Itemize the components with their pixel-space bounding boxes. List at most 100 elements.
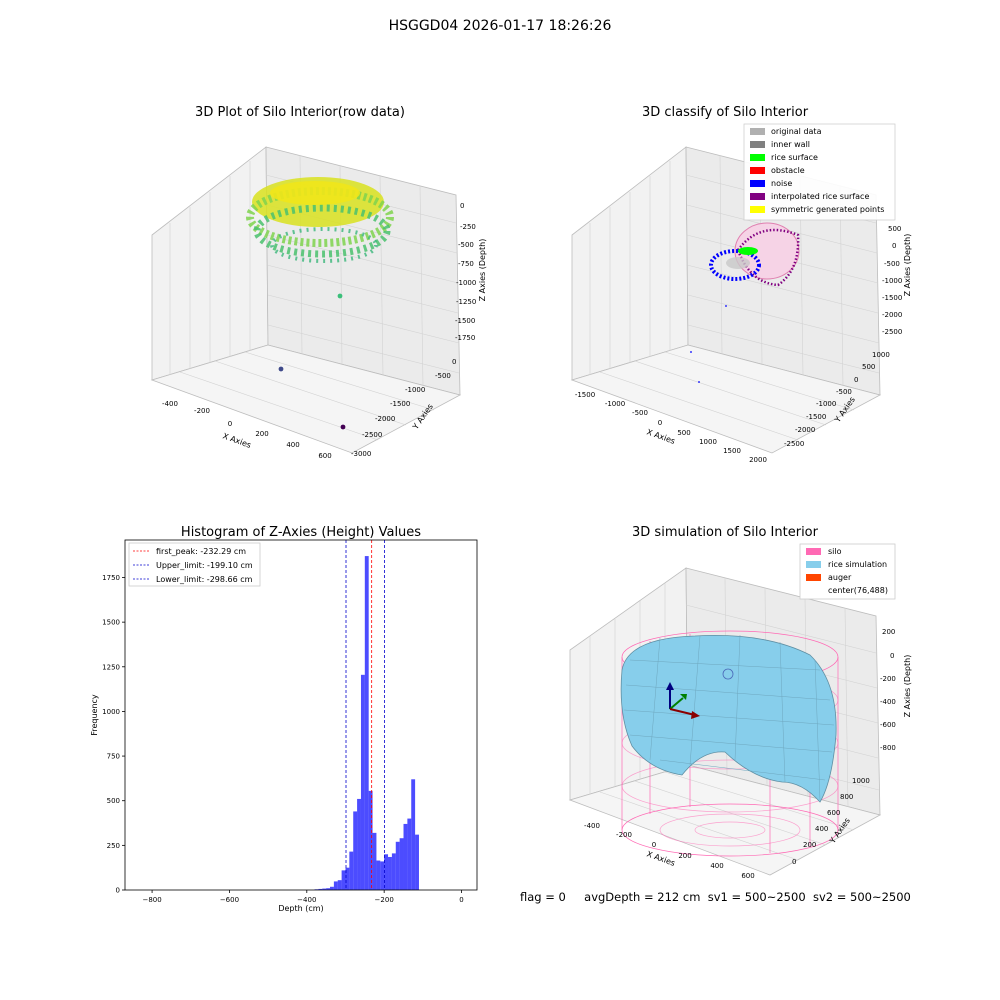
y-tick-label: -1500 — [390, 400, 410, 408]
histogram-bar — [388, 856, 392, 890]
z-tick-label: -500 — [458, 241, 474, 249]
flag-text: flag = 0 — [520, 890, 566, 904]
histogram-bar — [399, 838, 404, 890]
y-tick-label: -2000 — [375, 415, 395, 423]
legend-swatch — [750, 128, 765, 135]
y-tick-label: 600 — [827, 809, 840, 817]
y-tick-label: 0 — [116, 887, 120, 895]
z-tick-label: 500 — [888, 225, 901, 233]
x-tick-label: -400 — [584, 822, 600, 830]
sv1-text: sv1 = 500~2500 — [707, 890, 806, 904]
legend-label: silo — [828, 547, 842, 556]
histogram-title: Histogram of Z-Axies (Height) Values — [181, 525, 421, 540]
x-tick-label: 0 — [459, 896, 463, 904]
histogram-bar — [337, 880, 342, 890]
z-axis-label: Z Axies (Depth) — [478, 239, 487, 302]
y-tick-label: 1500 — [102, 619, 120, 627]
y-axis-label: Frequency — [90, 694, 99, 736]
legend-swatch — [806, 548, 821, 555]
z-tick-label: -800 — [880, 744, 896, 752]
z-tick-label: -1750 — [455, 334, 475, 342]
auger-marker — [722, 668, 734, 680]
x-tick-label: -1500 — [575, 391, 595, 399]
legend-label: Upper_limit: -199.10 cm — [156, 561, 253, 570]
x-tick-label: 200 — [255, 430, 268, 438]
auger-axes-icon — [666, 682, 700, 719]
legend-label: rice simulation — [828, 560, 887, 569]
legend-swatch — [750, 206, 765, 213]
y-tick-label: 750 — [107, 753, 120, 761]
legend-label: auger — [828, 573, 852, 582]
panel-simulation-3d: 3D simulation of Silo Interior — [568, 525, 912, 880]
histogram-bar — [411, 779, 416, 890]
histogram-bar — [384, 854, 389, 890]
y-tick-label: 0 — [792, 858, 796, 866]
z-tick-label: -1500 — [455, 317, 475, 325]
x-tick-label: −200 — [375, 896, 394, 904]
x-tick-label: 0 — [652, 841, 656, 849]
x-tick-label: 500 — [677, 429, 690, 437]
outlier-point — [340, 424, 346, 430]
z-tick-label: -750 — [458, 260, 474, 268]
x-tick-label: 400 — [710, 862, 723, 870]
y-tick-label: -1000 — [405, 386, 425, 394]
z-axis-label: Z Axies (Depth) — [903, 234, 912, 297]
y-tick-label: 800 — [840, 793, 853, 801]
classified-point-cloud — [690, 222, 800, 383]
histogram-bar — [357, 798, 361, 890]
histogram-bar — [395, 841, 400, 890]
histogram-bar — [372, 832, 377, 890]
legend-swatch — [750, 167, 765, 174]
x-tick-label: 400 — [286, 441, 299, 449]
y-tick-label: -3000 — [351, 450, 371, 458]
x-tick-label: -500 — [632, 409, 648, 417]
status-footer: flag = 0 avgDepth = 212 cm sv1 = 500~250… — [520, 890, 911, 904]
z-tick-label: -600 — [880, 721, 896, 729]
x-tick-label: −400 — [297, 896, 316, 904]
z-tick-label: 0 — [892, 242, 896, 250]
panel-raw-title: 3D Plot of Silo Interior(row data) — [195, 105, 405, 120]
z-tick-label: -1500 — [882, 294, 902, 302]
panel-raw-3d: 3D Plot of Silo Interior(row data) -400 … — [150, 105, 487, 460]
z-tick-label: -400 — [880, 698, 896, 706]
histogram-bar — [333, 881, 338, 890]
legend: silo rice simulation auger center(76,488… — [799, 543, 896, 600]
y-tick-label: 1000 — [852, 777, 870, 785]
histogram-frame — [124, 539, 478, 891]
simulation-title: 3D simulation of Silo Interior — [632, 525, 819, 540]
legend-label: center(76,488) — [828, 586, 888, 595]
legend-label: symmetric generated points — [771, 205, 884, 214]
z-tick-label: -1000 — [456, 279, 476, 287]
y-tick-label: 0 — [452, 358, 456, 366]
legend-label: rice surface — [771, 153, 818, 162]
z-tick-label: -1000 — [882, 277, 902, 285]
rice-simulation-surface — [620, 634, 837, 803]
x-axis-label: X Axies — [645, 427, 676, 446]
legend-label: obstacle — [771, 166, 805, 175]
histogram-bar — [364, 556, 369, 890]
histogram-bar — [341, 870, 346, 890]
panel-classify-title: 3D classify of Silo Interior — [642, 105, 809, 120]
x-tick-label: 200 — [678, 852, 691, 860]
x-tick-label: −600 — [220, 896, 239, 904]
x-tick-label: -200 — [616, 831, 632, 839]
legend-label: interpolated rice surface — [771, 192, 869, 201]
x-tick-label: -1000 — [605, 400, 625, 408]
y-tick-label: 0 — [854, 376, 858, 384]
z-tick-label: -2500 — [882, 328, 902, 336]
legend: first_peak: -232.29 cm Upper_limit: -199… — [128, 542, 261, 587]
histogram-bar — [318, 888, 323, 890]
histogram-bar — [353, 811, 358, 890]
legend-label: noise — [771, 179, 792, 188]
y-tick-label: 1000 — [872, 351, 890, 359]
figure-title: HSGGD04 2026-01-17 18:26:26 — [388, 18, 612, 34]
z-tick-label: -200 — [880, 675, 896, 683]
avg-depth-text: avgDepth = 212 cm — [584, 890, 701, 904]
panel-histogram: Histogram of Z-Axies (Height) Values −80… — [90, 525, 478, 913]
raw-point-cloud — [246, 177, 394, 263]
z-tick-label: 0 — [460, 202, 464, 210]
y-tick-label: -500 — [435, 372, 451, 380]
histogram-bar — [360, 674, 365, 890]
x-tick-label: 0 — [228, 420, 232, 428]
y-tick-label: -1000 — [816, 400, 836, 408]
